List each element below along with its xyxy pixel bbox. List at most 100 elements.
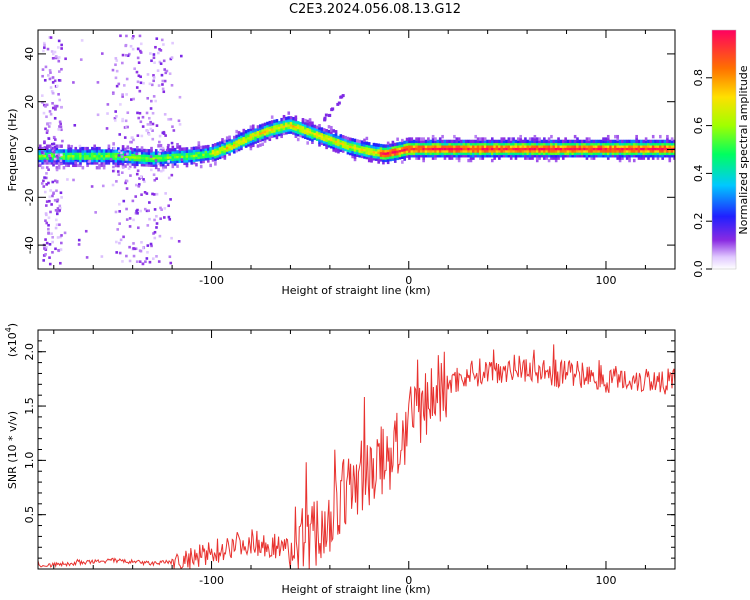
spectrogram-cell bbox=[124, 43, 128, 47]
spectrogram-cell bbox=[86, 149, 89, 153]
spectrogram-cell bbox=[301, 127, 305, 131]
spectrogram-cell bbox=[659, 151, 662, 156]
spectrogram-cell bbox=[162, 153, 165, 157]
spectrogram-cell bbox=[225, 143, 229, 147]
spectrogram-cell bbox=[486, 144, 489, 148]
spectrogram-cell bbox=[472, 154, 475, 158]
spectrogram-cell bbox=[557, 154, 560, 158]
spectrogram-cell bbox=[145, 151, 149, 155]
spectrogram-cell bbox=[521, 144, 525, 148]
spectrogram-cell bbox=[266, 128, 269, 133]
spectrogram-cell bbox=[143, 180, 146, 183]
spectrogram-cell bbox=[91, 156, 94, 160]
spectrogram-cell bbox=[580, 139, 584, 144]
spectrogram-cell bbox=[561, 151, 565, 156]
spectrogram-cell bbox=[126, 162, 130, 166]
spectrogram-cell bbox=[547, 149, 551, 153]
spectrogram-cell bbox=[588, 151, 591, 156]
spectrogram-cell bbox=[479, 144, 482, 148]
spectrogram-cell bbox=[372, 145, 376, 149]
spectrogram-cell bbox=[296, 125, 300, 130]
spectrogram-cell bbox=[282, 124, 286, 128]
spectrogram-cell bbox=[422, 146, 425, 151]
spectrogram-cell bbox=[154, 153, 158, 158]
spectrogram-cell bbox=[102, 154, 106, 158]
spectrogram-cell bbox=[74, 146, 78, 151]
spectrogram-cell bbox=[443, 146, 447, 151]
spectrogram-cell bbox=[263, 136, 267, 141]
spectrogram-cell bbox=[64, 154, 68, 158]
spectrogram-cell bbox=[56, 209, 59, 213]
spectrogram-cell bbox=[96, 81, 100, 84]
spectrogram-cell bbox=[569, 142, 572, 146]
spectrogram-cell bbox=[554, 149, 558, 153]
spectrogram-cell bbox=[538, 146, 541, 151]
spectrogram-cell bbox=[183, 147, 186, 151]
spectrogram-cell bbox=[365, 141, 369, 145]
spectrogram-cell bbox=[659, 146, 662, 151]
spectrogram-cell bbox=[412, 149, 416, 153]
spectrogram-cell bbox=[67, 163, 70, 168]
spectrogram-cell bbox=[472, 144, 475, 148]
spectrogram-cell bbox=[61, 139, 64, 143]
spectrogram-cell bbox=[320, 134, 324, 138]
spectrogram-cell bbox=[43, 79, 47, 82]
spectrogram-cell bbox=[93, 149, 96, 153]
spectrogram-cell bbox=[531, 139, 534, 144]
spectrogram-cell bbox=[476, 146, 480, 151]
spectrogram-cell bbox=[642, 144, 646, 148]
spectrogram-cell bbox=[221, 150, 224, 154]
spectrogram-cell bbox=[261, 142, 265, 146]
spectrogram-cell bbox=[644, 154, 648, 158]
spectrogram-cell bbox=[427, 142, 430, 146]
spectrogram-cell bbox=[434, 146, 437, 151]
spectrogram-cell bbox=[135, 155, 139, 159]
spectrogram-cell bbox=[609, 142, 612, 146]
spectrogram-cell bbox=[377, 155, 380, 159]
spectrogram-cell bbox=[573, 144, 577, 148]
spectrogram-cell bbox=[230, 144, 234, 148]
spectrogram-cell bbox=[469, 156, 473, 160]
spectrogram-cell bbox=[592, 146, 596, 151]
spectrogram-cell bbox=[98, 158, 101, 163]
spectrogram-cell bbox=[164, 134, 167, 137]
spectrogram-cell bbox=[45, 172, 48, 175]
spectrogram-cell bbox=[592, 154, 596, 158]
spectrogram-cell bbox=[188, 151, 191, 156]
spectrogram-cell bbox=[119, 161, 123, 166]
spectrogram-cell bbox=[663, 151, 667, 156]
spectrogram-cell bbox=[628, 149, 631, 153]
spectrogram-cell bbox=[261, 123, 265, 127]
spectrogram-cell bbox=[134, 247, 138, 251]
spectrogram-cell bbox=[131, 160, 134, 164]
spectrogram-cell bbox=[578, 139, 582, 144]
spectrogram-cell bbox=[60, 47, 63, 50]
spectrogram-cell bbox=[171, 152, 175, 157]
spectrogram-cell bbox=[644, 144, 648, 148]
spectrogram-cell bbox=[133, 148, 137, 152]
spectrogram-cell bbox=[117, 173, 121, 176]
spectrogram-cell bbox=[55, 168, 59, 172]
spectrogram-cell bbox=[514, 149, 518, 153]
spectrogram-cell bbox=[247, 131, 250, 135]
spectrogram-cell bbox=[431, 137, 435, 141]
spectrogram-cell bbox=[365, 136, 369, 141]
spectrogram-cell bbox=[389, 155, 392, 159]
snr-y-scale-exp: 4 bbox=[4, 327, 13, 332]
spectrogram-cell bbox=[76, 158, 80, 163]
spectrogram-cell bbox=[322, 140, 326, 144]
spectrogram-cell bbox=[644, 139, 648, 144]
spectrogram-cell bbox=[550, 146, 553, 151]
spectrogram-cell bbox=[50, 158, 54, 163]
spectrogram-cell bbox=[251, 143, 255, 148]
spectrogram-cell bbox=[53, 157, 57, 161]
spectrogram-cell bbox=[486, 154, 489, 158]
spectrogram-cell bbox=[130, 98, 133, 101]
spectrogram-cell bbox=[168, 255, 172, 259]
spectrogram-cell bbox=[277, 132, 281, 137]
spectrogram-cell bbox=[105, 158, 108, 163]
spectrogram-cell bbox=[592, 139, 596, 144]
spectrogram-cell bbox=[306, 119, 309, 124]
spectrogram-cell bbox=[45, 200, 49, 203]
spectrogram-cell bbox=[552, 146, 556, 151]
